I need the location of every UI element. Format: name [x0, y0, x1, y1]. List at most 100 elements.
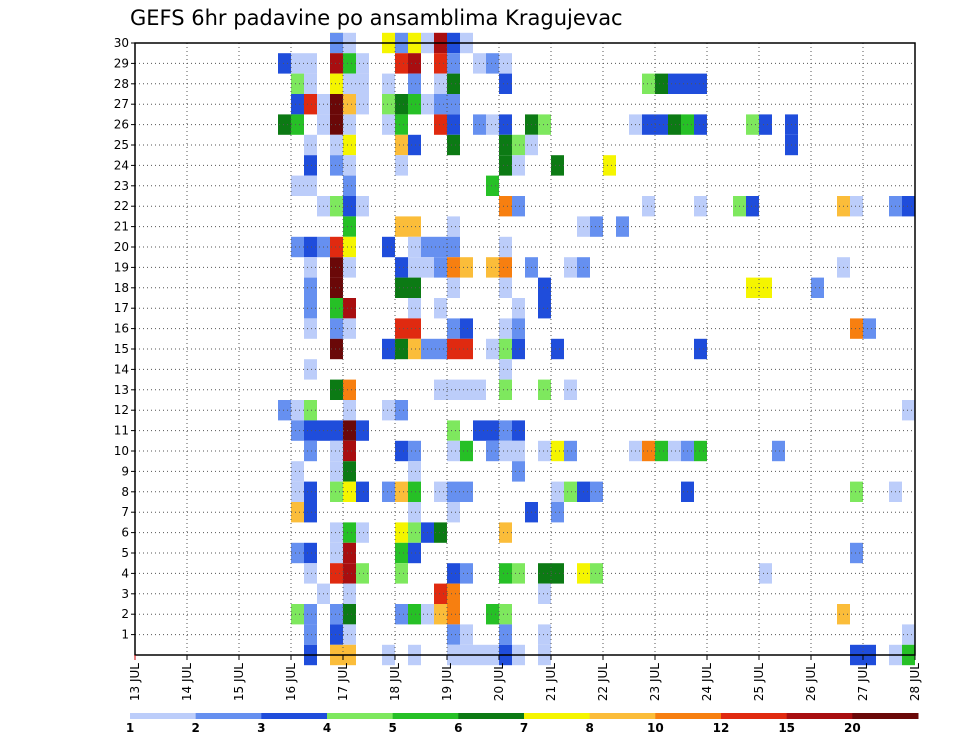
heatmap-cell	[330, 318, 343, 339]
heatmap-cell	[343, 522, 356, 543]
heatmap-cell	[590, 216, 603, 237]
heatmap-cell	[278, 53, 291, 74]
heatmap-cell	[395, 216, 408, 237]
colorbar-label: 5	[388, 721, 396, 735]
y-tick-label: 21	[114, 220, 129, 234]
heatmap-cell	[538, 563, 551, 584]
heatmap-cell	[291, 73, 304, 94]
heatmap-cell	[499, 134, 512, 156]
heatmap-cell	[434, 94, 447, 115]
heatmap-cell	[395, 440, 408, 462]
y-tick-label: 27	[114, 97, 129, 111]
heatmap-cell	[408, 502, 421, 523]
heatmap-cell	[447, 440, 460, 462]
heatmap-cell	[902, 400, 915, 421]
heatmap-cell	[343, 563, 356, 584]
heatmap-cell	[330, 53, 343, 74]
heatmap-cell	[447, 216, 460, 237]
heatmap-cell	[655, 73, 668, 94]
heatmap-cell	[382, 94, 395, 115]
heatmap-cell	[460, 257, 473, 278]
x-tick-label: 16 JUL	[284, 663, 298, 701]
heatmap-cell	[330, 155, 343, 176]
x-tick-label: 15 JUL	[232, 663, 246, 701]
heatmap-cell	[512, 318, 525, 339]
colorbar-label: 10	[647, 721, 664, 735]
heatmap-cell	[447, 257, 460, 278]
heatmap-cell	[902, 624, 915, 645]
heatmap-cell	[408, 338, 421, 360]
x-tick-label: 22 JUL	[596, 663, 610, 701]
heatmap-cell	[343, 134, 356, 156]
heatmap-cell	[538, 583, 551, 604]
heatmap-cell	[642, 440, 655, 462]
heatmap-cell	[499, 522, 512, 543]
heatmap-cell	[447, 583, 460, 604]
heatmap-cell	[460, 440, 473, 462]
heatmap-cell	[408, 73, 421, 94]
heatmap-cell	[356, 522, 369, 543]
colorbar-swatch	[786, 713, 853, 719]
heatmap-cell	[291, 604, 304, 625]
heatmap-cell	[382, 73, 395, 94]
heatmap-cell	[408, 277, 421, 298]
heatmap-cell	[551, 481, 564, 502]
heatmap-cell	[291, 53, 304, 74]
x-tick-label: 25 JUL	[752, 663, 766, 701]
colorbar-swatch	[852, 713, 919, 719]
x-tick-label: 26 JUL	[804, 663, 818, 701]
heatmap-cell	[486, 175, 499, 196]
heatmap-cell	[343, 604, 356, 625]
heatmap-cell	[434, 298, 447, 319]
y-tick-label: 9	[121, 464, 129, 478]
heatmap-cell	[395, 338, 408, 360]
heatmap-cell	[434, 257, 447, 278]
heatmap-cell	[395, 114, 408, 135]
heatmap-cell	[395, 563, 408, 584]
colorbar-label: 4	[323, 721, 331, 735]
heatmap-cell	[395, 134, 408, 156]
heatmap-cell	[395, 542, 408, 564]
colorbar-label: 8	[585, 721, 593, 735]
heatmap-cell	[512, 134, 525, 156]
heatmap-cell	[408, 522, 421, 543]
heatmap-cell	[434, 604, 447, 625]
heatmap-cell	[499, 624, 512, 645]
heatmap-cell	[499, 277, 512, 298]
heatmap-cell	[382, 114, 395, 135]
heatmap-cell	[343, 175, 356, 196]
colorbar-label: 6	[454, 721, 462, 735]
heatmap-cell	[408, 257, 421, 278]
y-tick-label: 4	[121, 566, 129, 580]
heatmap-cell	[330, 236, 343, 258]
heatmap-cell	[538, 277, 551, 298]
heatmap-cell	[291, 420, 304, 441]
heatmap-cell	[590, 563, 603, 584]
heatmap-cell	[343, 155, 356, 176]
heatmap-cell	[304, 481, 317, 502]
heatmap-cell	[304, 420, 317, 441]
heatmap-cell	[694, 440, 707, 462]
colorbar-swatch	[524, 713, 591, 719]
heatmap-cell	[356, 53, 369, 74]
heatmap-cell	[304, 298, 317, 319]
colorbar-label: 1	[126, 721, 134, 735]
heatmap-cell	[759, 277, 772, 298]
heatmap-cell	[356, 196, 369, 217]
x-tick-label: 17 JUL	[336, 663, 350, 701]
heatmap-cell	[330, 94, 343, 115]
heatmap-cell	[564, 379, 577, 400]
colorbar-swatch	[392, 713, 459, 719]
heatmap-cell	[343, 298, 356, 319]
heatmap-cell	[512, 298, 525, 319]
heatmap-cell	[382, 481, 395, 502]
y-tick-label: 30	[114, 36, 129, 50]
heatmap-cell	[291, 236, 304, 258]
heatmap-cell	[343, 420, 356, 441]
heatmap-cell	[499, 257, 512, 278]
heatmap-cell	[512, 420, 525, 441]
heatmap-cell	[395, 155, 408, 176]
heatmap-cell	[330, 73, 343, 94]
heatmap-cell	[434, 53, 447, 74]
heatmap-cell	[291, 94, 304, 115]
